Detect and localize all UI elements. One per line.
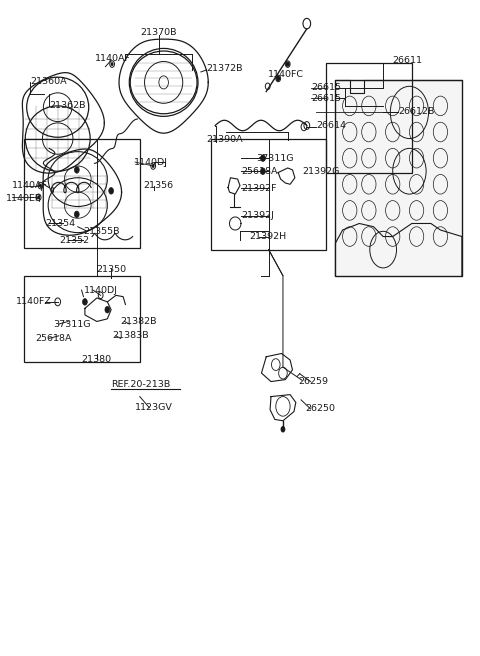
Circle shape <box>37 195 40 199</box>
Bar <box>211 138 326 250</box>
Text: 26615: 26615 <box>312 83 342 92</box>
Circle shape <box>281 426 285 432</box>
Text: 21360A: 21360A <box>30 77 67 85</box>
Text: 25618A: 25618A <box>241 167 277 176</box>
Text: 21356: 21356 <box>144 181 174 190</box>
Text: 21380: 21380 <box>82 355 112 364</box>
Text: 21372B: 21372B <box>206 64 243 73</box>
Text: 1140FC: 1140FC <box>268 70 304 79</box>
Text: 26615: 26615 <box>312 94 342 102</box>
Text: 21354: 21354 <box>45 219 75 228</box>
Text: 21392J: 21392J <box>241 211 274 220</box>
Text: REF.20-213B: REF.20-213B <box>111 380 170 388</box>
Bar <box>24 276 140 362</box>
Text: 21392F: 21392F <box>241 184 276 193</box>
Circle shape <box>286 62 289 66</box>
Bar <box>336 80 462 276</box>
Text: 26259: 26259 <box>298 377 328 386</box>
Bar <box>326 63 412 173</box>
Text: 1140DJ: 1140DJ <box>84 285 118 295</box>
Text: 21355B: 21355B <box>84 227 120 236</box>
Text: 21392G: 21392G <box>302 167 339 176</box>
Text: 1123GV: 1123GV <box>135 403 173 412</box>
Text: 21382B: 21382B <box>120 317 157 326</box>
Text: 21392H: 21392H <box>250 232 287 241</box>
Text: 21370B: 21370B <box>141 28 177 37</box>
Circle shape <box>277 77 280 81</box>
Text: 1140AF: 1140AF <box>95 54 131 64</box>
Text: 26611: 26611 <box>393 56 423 65</box>
Circle shape <box>152 164 155 168</box>
Text: 1140DJ: 1140DJ <box>134 157 168 167</box>
Text: 26250: 26250 <box>305 405 335 413</box>
Text: 21362B: 21362B <box>49 102 85 110</box>
Circle shape <box>109 188 114 194</box>
Circle shape <box>39 184 42 188</box>
Circle shape <box>105 306 110 313</box>
Text: 1140FZ: 1140FZ <box>16 297 51 306</box>
Circle shape <box>261 168 265 174</box>
Text: 37311G: 37311G <box>53 319 90 329</box>
Text: 37311G: 37311G <box>257 154 294 163</box>
Circle shape <box>74 167 79 173</box>
Text: 21390A: 21390A <box>206 135 243 144</box>
Text: 21352: 21352 <box>60 236 90 245</box>
Text: 1140AF: 1140AF <box>12 181 48 190</box>
Text: 21383B: 21383B <box>112 331 149 340</box>
Text: 1140EP: 1140EP <box>6 194 42 203</box>
Text: 21350: 21350 <box>96 265 126 274</box>
Circle shape <box>111 62 114 66</box>
Circle shape <box>74 211 79 218</box>
Circle shape <box>83 298 87 305</box>
Text: 25618A: 25618A <box>36 334 72 343</box>
Text: 26612B: 26612B <box>398 107 435 115</box>
Bar <box>24 138 140 249</box>
Circle shape <box>261 155 265 161</box>
Text: 26614: 26614 <box>316 121 347 130</box>
